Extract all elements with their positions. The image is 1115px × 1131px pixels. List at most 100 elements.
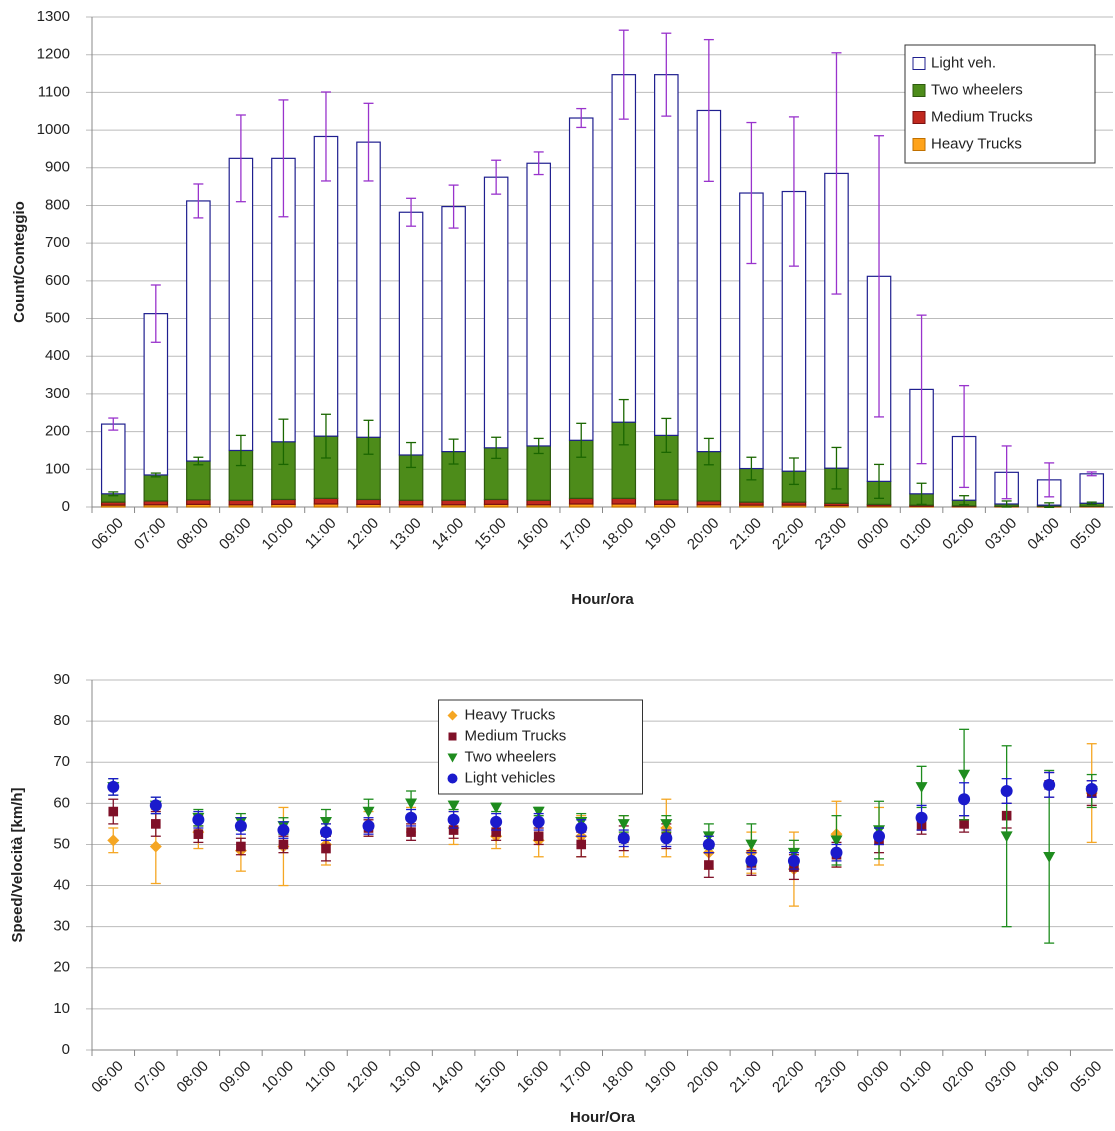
x-tick-label: 11:00: [302, 1058, 340, 1096]
point: [108, 806, 119, 817]
x-tick-label: 01:00: [897, 1058, 936, 1097]
point: [490, 802, 503, 814]
y-tick-label: 300: [45, 385, 70, 402]
legend-label: Heavy Trucks: [465, 706, 556, 723]
y-tick-label: 0: [62, 1041, 70, 1058]
point: [575, 822, 588, 834]
error-bar: [746, 456, 757, 481]
point: [192, 813, 205, 826]
point: [193, 829, 204, 839]
legend-label: Light vehicles: [465, 769, 556, 786]
error-bar: [235, 434, 246, 467]
point: [576, 839, 587, 850]
y-tick-label: 900: [45, 159, 70, 176]
point: [617, 832, 630, 845]
point: [958, 769, 971, 781]
point: [787, 854, 800, 867]
point: [234, 819, 247, 832]
point: [362, 806, 375, 818]
point: [236, 841, 246, 852]
x-tick-label: 15:00: [471, 1058, 510, 1097]
x-tick-label: 13:00: [386, 515, 425, 554]
y-tick-label: 60: [53, 794, 70, 811]
legend-swatch: [447, 773, 458, 784]
point: [745, 854, 758, 867]
point: [1043, 778, 1056, 791]
bar-segment: [100, 423, 126, 495]
x-tick-label: 08:00: [173, 515, 212, 554]
x-tick-label: 02:00: [939, 1058, 978, 1097]
x-tick-label: 19:00: [641, 515, 680, 554]
error-bar: [193, 183, 204, 219]
error-bar: [1086, 501, 1097, 506]
error-bar: [491, 436, 502, 460]
x-tick-label: 14:00: [429, 1058, 468, 1097]
y-tick-label: 200: [45, 423, 70, 440]
error-bar: [1086, 471, 1097, 477]
x-tick-label: 19:00: [641, 1058, 680, 1097]
error-bar: [150, 284, 161, 343]
point: [406, 827, 416, 837]
error-bar: [406, 197, 417, 227]
bar-segment: [441, 499, 466, 506]
y-tick-label: 100: [45, 460, 70, 477]
bar-segment: [441, 205, 466, 453]
bar-segment: [568, 497, 594, 505]
bar-segment: [398, 499, 424, 506]
y-tick-label: 30: [53, 918, 70, 935]
point: [319, 826, 332, 839]
y-axis-title: Count/Conteggio: [11, 201, 28, 323]
x-axis-title: Hour/Ora: [570, 1109, 636, 1126]
error-bar: [788, 116, 799, 267]
error-bar: [661, 32, 672, 117]
x-tick-label: 17:00: [556, 515, 595, 554]
y-tick-label: 1000: [37, 121, 70, 138]
bar-segment: [356, 141, 381, 438]
x-tick-label: 20:00: [684, 1058, 723, 1097]
x-tick-label: 06:00: [88, 515, 127, 554]
error-bar: [150, 472, 161, 478]
y-tick-label: 70: [53, 753, 70, 770]
y-tick-label: 1300: [37, 8, 70, 25]
x-tick-label: 07:00: [131, 1058, 170, 1097]
legend-swatch: [912, 57, 926, 70]
legend-swatch: [912, 84, 926, 97]
y-tick-label: 90: [53, 671, 70, 688]
y-tick-label: 80: [53, 712, 70, 729]
x-tick-label: 06:00: [88, 1058, 127, 1097]
error-bar: [320, 413, 331, 459]
y-tick-label: 600: [45, 272, 70, 289]
point: [405, 798, 418, 810]
point: [702, 838, 715, 851]
error-bar: [448, 438, 459, 465]
x-tick-label: 04:00: [1024, 1058, 1063, 1097]
x-tick-label: 15:00: [471, 515, 510, 554]
x-tick-label: 09:00: [216, 1058, 255, 1097]
error-bar: [363, 419, 374, 455]
error-bar: [491, 159, 502, 195]
x-tick-label: 14:00: [429, 515, 468, 554]
x-tick-label: 20:00: [684, 515, 723, 554]
error-bar: [746, 121, 757, 265]
legend-swatch: [448, 732, 457, 741]
x-tick-label: 09:00: [216, 515, 255, 554]
x-tick-label: 05:00: [1067, 1058, 1106, 1097]
error-bar: [576, 422, 587, 458]
y-tick-label: 40: [53, 877, 70, 894]
point: [405, 811, 418, 824]
x-tick-label: 22:00: [769, 515, 808, 554]
bar-segment: [611, 74, 637, 423]
point: [617, 819, 630, 830]
legend-label: Light veh.: [931, 54, 996, 71]
error-bar: [1044, 502, 1055, 509]
x-tick-label: 04:00: [1024, 515, 1063, 554]
x-tick-label: 21:00: [726, 515, 765, 554]
bar-segment: [568, 117, 594, 441]
x-tick-label: 16:00: [514, 1058, 553, 1097]
bar-segment: [398, 211, 424, 456]
x-tick-label: 23:00: [812, 1058, 851, 1097]
error-bar: [916, 482, 927, 506]
point: [958, 793, 971, 806]
legend-swatch: [912, 138, 926, 151]
error-bar: [831, 446, 842, 490]
